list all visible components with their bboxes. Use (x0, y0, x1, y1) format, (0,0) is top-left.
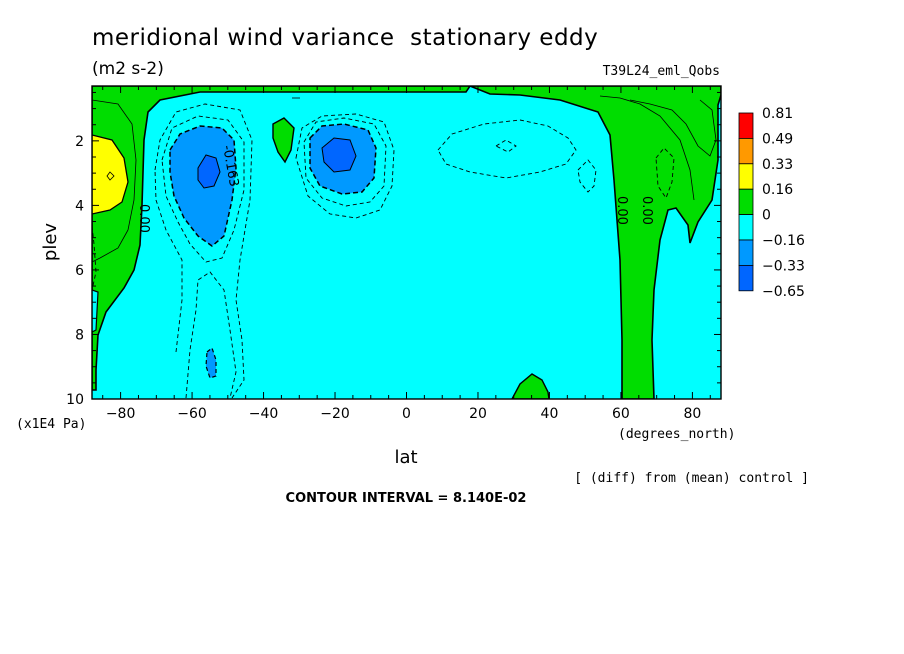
y-tick-label: 4 (75, 198, 84, 214)
x-tick-label: 0 (402, 406, 411, 422)
legend: 0.81 0.49 0.33 0.16 0 −0.16 −0.33 −0.65 (738, 106, 805, 300)
y-axis-units: (x1E4 Pa) (16, 417, 86, 432)
legend-level-label: −0.16 (762, 233, 805, 249)
x-axis-units: (degrees_north) (618, 427, 735, 442)
note-text: [ (diff) from (mean) control ] (574, 471, 809, 486)
fill-green-bottom (511, 373, 550, 399)
legend-swatch (738, 264, 754, 292)
legend-level-label: 0.33 (762, 157, 793, 173)
legend-level-label: −0.33 (762, 258, 805, 274)
experiment-label: T39L24_eml_Qobs (603, 64, 720, 79)
x-tick-label: −20 (320, 406, 350, 422)
solid-contours (92, 95, 717, 263)
fill-yellow-patch (92, 134, 129, 215)
legend-swatch (738, 188, 754, 215)
y-axis-label: plev (40, 223, 61, 262)
legend-swatch (738, 239, 754, 266)
legend-level-label: 0 (762, 208, 771, 224)
legend-level-label: −0.65 (762, 284, 805, 300)
x-tick-label: −80 (106, 406, 136, 422)
contour-label-zero-north-a: 0.00 (614, 196, 629, 225)
yellow-inner-contour (106, 171, 115, 181)
x-axis-label: lat (394, 447, 417, 468)
legend-level-label: 0.49 (762, 131, 793, 147)
legend-swatch (738, 214, 754, 241)
x-axis: −80 −60 −40 −20 0 20 40 60 80 (102, 86, 711, 422)
y-tick-label: 2 (75, 134, 84, 150)
y-tick-label: 8 (75, 327, 84, 343)
legend-level-label: 0.16 (762, 182, 793, 198)
fill-blue-inlet (92, 289, 99, 333)
legend-swatch (738, 163, 754, 190)
fill-green-south (92, 86, 471, 391)
plot-area: -0.163 0.00 0.00 0.00 (92, 86, 721, 399)
legend-swatch (738, 112, 754, 139)
fill-blue-small (205, 346, 217, 379)
contour-label-zero-south: 0.00 (136, 204, 151, 233)
x-tick-label: 40 (541, 406, 559, 422)
fill-deep-blue-sh60 (197, 154, 221, 189)
y-tick-label: 6 (75, 263, 84, 279)
contour-interval: CONTOUR INTERVAL = 8.140E-02 (286, 491, 527, 506)
y-tick-label: 10 (66, 392, 84, 408)
fill-green-north (469, 86, 721, 399)
contour-label-neg: -0.163 (219, 144, 241, 188)
contour-label-zero-north-b: 0.00 (639, 196, 654, 225)
x-tick-label: 20 (469, 406, 487, 422)
x-tick-label: −40 (249, 406, 279, 422)
y-axis: 2 4 6 8 10 (66, 91, 721, 408)
legend-swatch (738, 137, 754, 165)
dashed-contours (92, 103, 675, 399)
chart-units: (m2 s-2) (92, 59, 164, 79)
x-tick-label: −60 (177, 406, 207, 422)
chart-title: meridional wind variance stationary eddy (92, 25, 598, 51)
fill-green-blob (272, 117, 295, 164)
legend-level-label: 0.81 (762, 106, 793, 122)
x-tick-label: 80 (683, 406, 701, 422)
x-tick-label: 60 (612, 406, 630, 422)
fill-deep-blue-sh20 (321, 137, 357, 173)
